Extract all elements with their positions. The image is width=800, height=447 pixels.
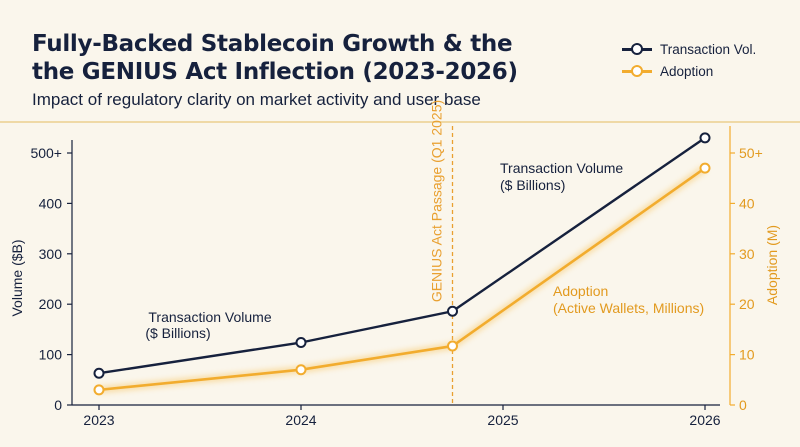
volume-label-right-line-1: Transaction Volume — [500, 160, 623, 176]
adoption-line — [98, 167, 706, 392]
adoption-point — [447, 340, 458, 352]
volume-label-right-line-2: ($ Billions) — [500, 177, 565, 193]
chart-title-line-2: the GENIUS Act Inflection (2023-2026) — [32, 59, 518, 85]
y-tick-label-right: 30 — [739, 246, 755, 262]
adoption-point — [295, 364, 307, 376]
legend-swatch-dot — [631, 43, 643, 55]
transaction-volume-point — [447, 305, 458, 317]
adoption-point — [93, 384, 105, 396]
transaction-volume-point — [295, 337, 307, 349]
volume-label-left-line-1: Transaction Volume — [148, 309, 271, 325]
event-line-label: GENIUS Act Passage (Q1 2025) — [429, 100, 445, 302]
y-tick-label-right: 40 — [739, 195, 755, 211]
volume-label-left-line-2: ($ Billions) — [145, 325, 210, 341]
legend-label-adoption: Adoption — [660, 63, 714, 79]
transaction-volume-point — [699, 132, 711, 144]
y-tick-label-left: 100 — [39, 347, 63, 363]
adoption-label-line-1: Adoption — [553, 283, 608, 299]
adoption-label-line-2: (Active Wallets, Millions) — [553, 300, 704, 316]
y-axis-left-title: Volume ($B) — [9, 239, 25, 316]
transaction-volume-point — [93, 367, 105, 379]
header-divider — [0, 121, 800, 123]
legend: Transaction Vol. Adoption — [622, 38, 756, 82]
transaction-volume-line — [98, 136, 706, 375]
y-axis-right-title: Adoption (M) — [764, 225, 780, 305]
x-tick-label: 2023 — [83, 412, 114, 428]
x-tick-label: 2024 — [285, 412, 316, 428]
y-tick-label-left: 200 — [39, 296, 63, 312]
legend-swatch-adoption — [622, 64, 652, 78]
y-tick-label-right: 10 — [739, 347, 755, 363]
y-tick-label-left: 0 — [54, 397, 62, 413]
x-tick-label: 2025 — [487, 412, 518, 428]
y-tick-label-left: 400 — [39, 195, 63, 211]
y-tick-label-right: 50+ — [739, 145, 763, 161]
legend-item-adoption: Adoption — [622, 60, 756, 82]
legend-swatch-transaction-vol — [622, 42, 652, 56]
legend-swatch-dot — [631, 65, 643, 77]
chart-title-line-1: Fully-Backed Stablecoin Growth & the — [32, 31, 513, 57]
x-tick-label: 2026 — [689, 412, 720, 428]
y-tick-label-left: 300 — [39, 246, 63, 262]
y-tick-label-left: 500+ — [30, 145, 62, 161]
chart-title: Fully-Backed Stablecoin Growth & the the… — [32, 30, 518, 86]
legend-label-transaction-vol: Transaction Vol. — [660, 41, 757, 57]
legend-item-transaction-vol: Transaction Vol. — [622, 38, 756, 60]
adoption-point — [699, 162, 711, 174]
y-tick-label-right: 20 — [739, 296, 755, 312]
y-tick-label-right: 0 — [739, 397, 747, 413]
chart-subtitle: Impact of regulatory clarity on market a… — [32, 90, 481, 109]
